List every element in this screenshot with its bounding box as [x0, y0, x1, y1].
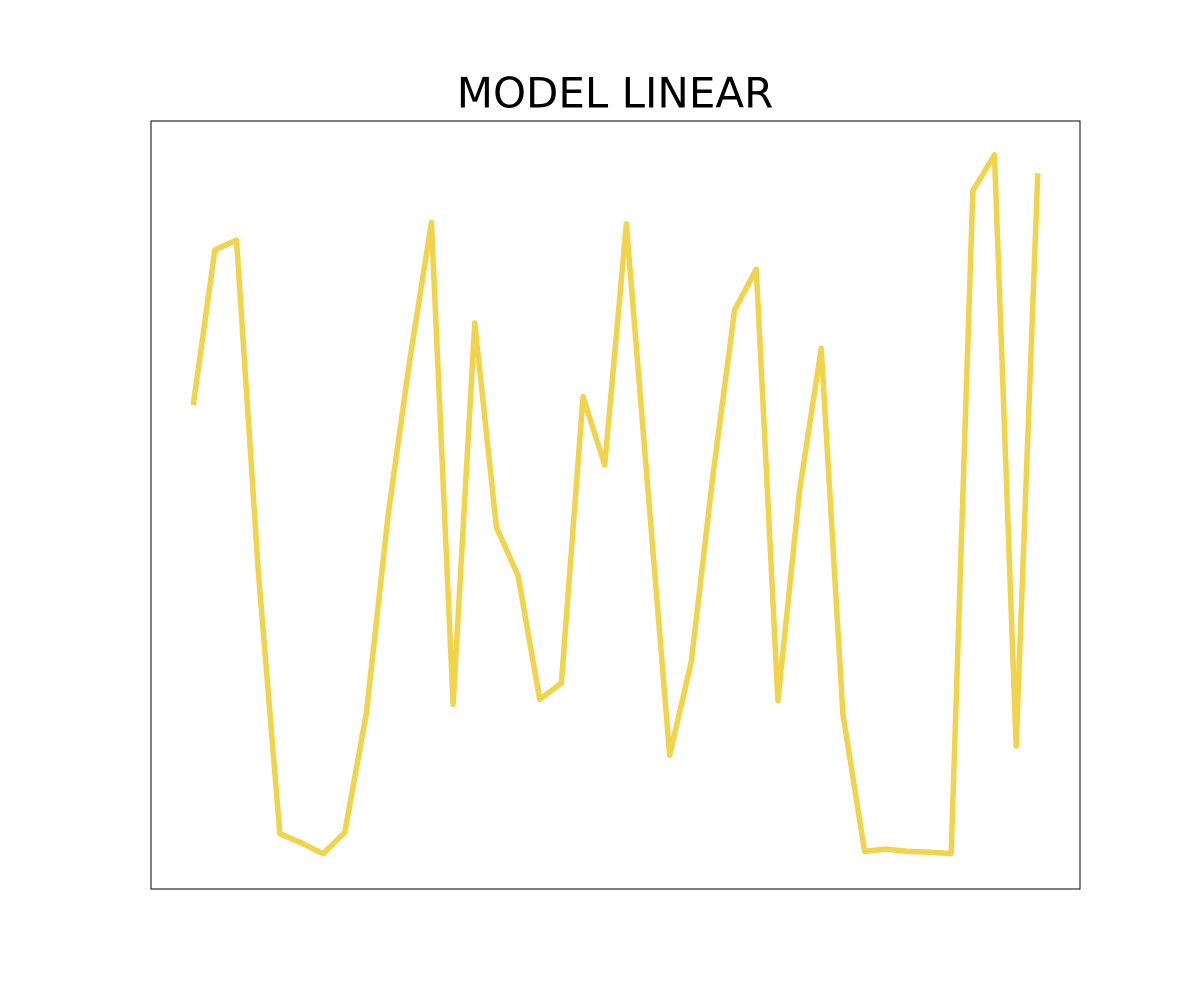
chart-title: MODEL LINEAR: [457, 69, 774, 118]
plot-area: [190, 152, 1041, 857]
data-line: [190, 152, 1041, 857]
plot-frame: [150, 120, 1081, 890]
